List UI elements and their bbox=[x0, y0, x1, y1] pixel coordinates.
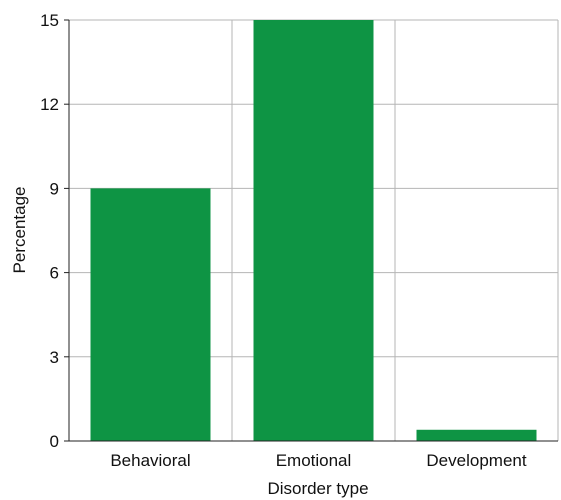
y-tick-label: 0 bbox=[50, 432, 59, 451]
y-axis-title: Percentage bbox=[10, 187, 29, 274]
x-tick-labels: Behavioral Emotional Development bbox=[110, 451, 527, 470]
axes bbox=[64, 19, 558, 442]
y-tick-labels: 0 3 6 9 12 15 bbox=[40, 11, 59, 451]
y-tick-label: 9 bbox=[50, 179, 59, 198]
x-axis-title: Disorder type bbox=[267, 479, 368, 498]
bar-emotional bbox=[253, 20, 374, 441]
y-tick-label: 12 bbox=[40, 95, 59, 114]
bars bbox=[90, 20, 537, 441]
y-tick-label: 3 bbox=[50, 348, 59, 367]
bar-development bbox=[416, 429, 537, 441]
y-tick-label: 6 bbox=[50, 264, 59, 283]
bar-behavioral bbox=[90, 188, 211, 441]
x-tick-label: Behavioral bbox=[110, 451, 190, 470]
x-tick-label: Development bbox=[426, 451, 526, 470]
x-tick-label: Emotional bbox=[276, 451, 352, 470]
y-tick-label: 15 bbox=[40, 11, 59, 30]
